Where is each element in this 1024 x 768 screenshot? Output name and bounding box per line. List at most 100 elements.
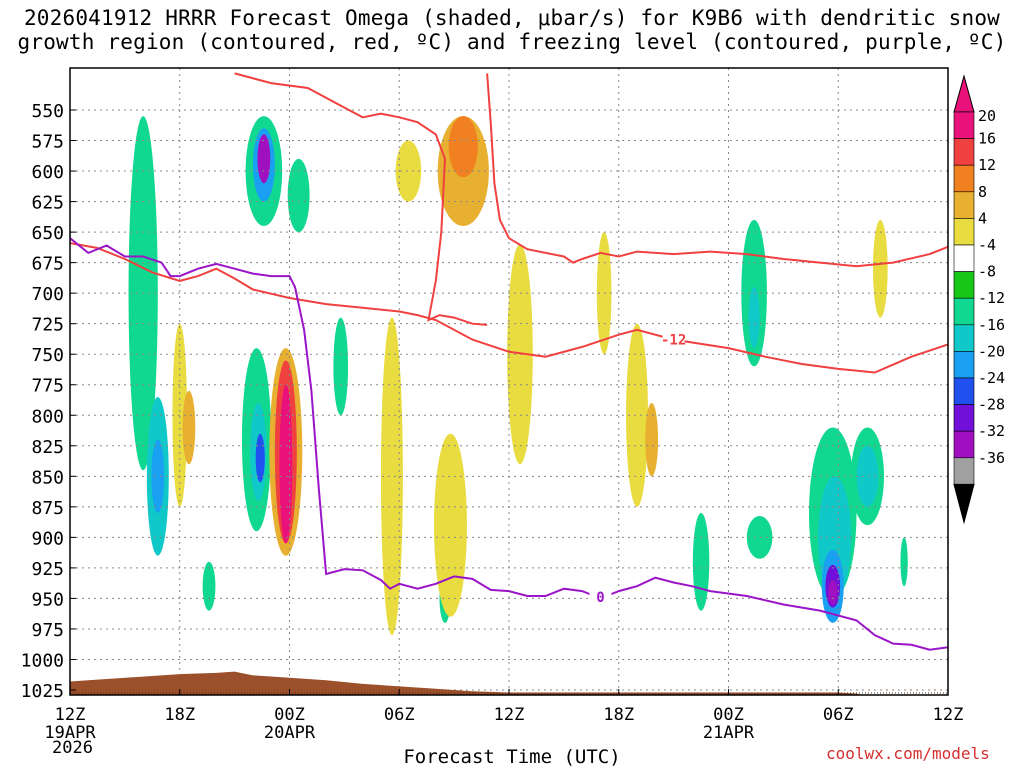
y-tick-label-600: 600 [31, 162, 64, 183]
colorbar-swatch-6 [953, 271, 975, 299]
colorbar-label-2: 12 [978, 156, 996, 174]
colorbar-label-4: 4 [978, 209, 987, 227]
y-tick-label-675: 675 [31, 254, 64, 275]
omega-blob-22 [448, 116, 478, 178]
omega-blob-11 [257, 134, 271, 184]
x-tick-label-24: 12Z [494, 705, 525, 725]
y-tick-label-850: 850 [31, 467, 64, 488]
colorbar-label-11: -28 [978, 396, 1005, 414]
colorbar-swatch-12 [953, 430, 975, 459]
colorbar-swatch-10 [953, 377, 975, 405]
y-tick-label-1025: 1025 [21, 681, 64, 702]
y-tick-label-625: 625 [31, 193, 64, 214]
freezing-label-0: 0 [596, 590, 604, 606]
colorbar-swatch-13 [953, 457, 975, 485]
y-tick-label-725: 725 [31, 315, 64, 336]
colorbar-swatch-5 [953, 244, 975, 272]
colorbar-swatch-1 [953, 138, 975, 166]
y-tick-label-950: 950 [31, 589, 64, 610]
omega-blob-17 [380, 317, 403, 636]
x-tick-label-48: 12Z [933, 705, 964, 725]
omega-blob-37 [856, 445, 879, 507]
colorbar-label-3: 8 [978, 183, 987, 201]
freezing-label-0-bg [589, 589, 612, 605]
x-tick-label-42: 06Z [823, 705, 854, 725]
y-tick-label-925: 925 [31, 559, 64, 580]
x-tick-label-0: 12Z [55, 705, 86, 725]
y-tick-label-975: 975 [31, 620, 64, 641]
dgz-label-minus12-bg [662, 331, 685, 347]
omega-blob-29 [748, 287, 760, 349]
y-tick-label-650: 650 [31, 223, 64, 244]
dgz-label-minus12: -12 [661, 333, 686, 349]
colorbar-swatch-8 [953, 324, 975, 352]
colorbar-label-13: -36 [978, 449, 1005, 467]
title-line-1: 2026041912 HRRR Forecast Omega (shaded, … [23, 6, 1001, 30]
y-tick-label-550: 550 [31, 101, 64, 122]
x-tick-label-30: 18Z [603, 705, 634, 725]
x-tick-sublabel-36: 21APR [703, 723, 755, 743]
omega-blob-14 [279, 384, 293, 544]
x-tick-label-36: 00Z [713, 705, 744, 725]
y-tick-label-1000: 1000 [21, 650, 64, 671]
dgz-contour-minus12 [70, 242, 948, 374]
colorbar-label-10: -24 [978, 369, 1005, 387]
colorbar-swatch-3 [953, 191, 975, 219]
title-line-2: growth region (contoured, red, ºC) and f… [17, 30, 1007, 54]
y-tick-label-900: 900 [31, 528, 64, 549]
colorbar-swatch-4 [953, 218, 975, 246]
chart-title: 2026041912 HRRR Forecast Omega (shaded, … [0, 6, 1024, 54]
x-tick-sublabel-12: 20APR [264, 723, 316, 743]
y-tick-label-775: 775 [31, 376, 64, 397]
colorbar-swatch-11 [953, 404, 975, 432]
dgz-contour-upper-2 [486, 73, 948, 268]
omega-blob-15 [287, 158, 310, 233]
x-axis-title: Forecast Time (UTC) [403, 746, 621, 768]
omega-blob-2 [151, 439, 165, 513]
x-tick-label-18: 06Z [384, 705, 415, 725]
colorbar-label-6: -8 [978, 263, 996, 281]
y-tick-label-750: 750 [31, 345, 64, 366]
omega-blob-30 [746, 516, 773, 559]
colorbar-label-0: 20 [978, 107, 996, 125]
omega-blob-5 [202, 561, 216, 611]
omega-blob-39 [900, 537, 908, 587]
y-tick-label-700: 700 [31, 284, 64, 305]
dgz-contour-upper [234, 72, 488, 326]
year-label: 2026 [52, 738, 93, 758]
colorbar-label-9: -20 [978, 342, 1005, 360]
colorbar-label-1: 16 [978, 130, 996, 148]
colorbar-label-8: -16 [978, 316, 1005, 334]
colorbar-swatch-0 [953, 111, 975, 139]
omega-blob-18 [395, 140, 422, 202]
omega-blob-16 [333, 317, 349, 416]
colorbar-swatch-7 [953, 297, 975, 326]
y-tick-label-825: 825 [31, 437, 64, 458]
x-tick-label-6: 18Z [164, 705, 195, 725]
colorbar-top-arrow [953, 74, 975, 113]
y-tick-label-800: 800 [31, 406, 64, 427]
omega-blob-20 [434, 433, 467, 617]
omega-blob-8 [255, 433, 265, 483]
colorbar: 20 16 12 8 4 -4 -8 -12 -16 -20 -24 -28 -32 -36 [953, 74, 1005, 525]
freezing-level-contour [70, 237, 948, 651]
omega-blob-25 [626, 323, 649, 507]
x-tick-label-12: 00Z [274, 705, 305, 725]
omega-blob-4 [182, 390, 196, 465]
omega-blob-27 [692, 512, 710, 611]
credit-text: coolwx.com/models [826, 744, 990, 763]
omega-blob-26 [645, 403, 659, 477]
y-tick-label-875: 875 [31, 498, 64, 519]
colorbar-label-5: -4 [978, 236, 996, 254]
omega-blob-35 [828, 580, 838, 605]
y-axis: 550 575 600 625 650 675 700 725 750 775 800 825 850 8… [21, 101, 76, 702]
colorbar-bottom-arrow [953, 483, 975, 525]
omega-blob-38 [873, 219, 888, 318]
colorbar-label-12: -32 [978, 422, 1005, 440]
colorbar-label-7: -12 [978, 289, 1005, 307]
colorbar-swatch-2 [953, 164, 975, 193]
contours: -12 0 [70, 72, 948, 651]
colorbar-swatch-9 [953, 351, 975, 379]
